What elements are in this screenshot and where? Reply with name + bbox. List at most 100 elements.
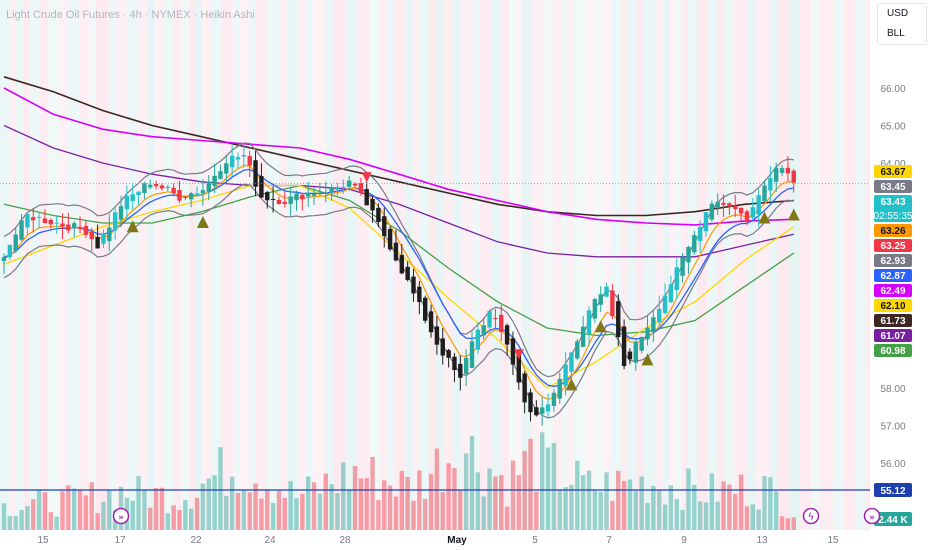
candle xyxy=(692,230,697,255)
candle xyxy=(306,182,311,207)
currency-label[interactable]: USD xyxy=(887,8,909,19)
candle xyxy=(317,182,323,196)
volume-bar xyxy=(241,490,247,530)
volume-bar xyxy=(534,491,539,530)
candle xyxy=(54,216,59,234)
volume-bar xyxy=(762,476,767,530)
event-icon-right[interactable]: » xyxy=(863,507,881,525)
candle xyxy=(475,322,481,355)
candle xyxy=(112,207,118,240)
session-stripe xyxy=(68,0,79,530)
session-stripe xyxy=(811,0,820,530)
volume-bar xyxy=(288,481,293,530)
candle xyxy=(364,181,369,206)
candle xyxy=(118,195,124,228)
candle xyxy=(189,191,194,208)
volume-bar xyxy=(557,489,562,530)
volume-bar xyxy=(282,497,287,530)
candle xyxy=(499,305,504,342)
volume-bar xyxy=(768,477,773,530)
volume-badge xyxy=(874,512,912,526)
ma-line xyxy=(3,76,794,217)
currency-unit-menu[interactable]: USD BLL xyxy=(877,3,927,45)
candle xyxy=(341,179,346,194)
volume-bar xyxy=(83,495,89,530)
session-stripe xyxy=(181,0,189,530)
session-stripe xyxy=(325,0,333,530)
session-stripe xyxy=(833,0,844,530)
volume-bar xyxy=(370,456,375,530)
volume-bar xyxy=(721,481,726,530)
volume-bar xyxy=(627,479,633,530)
volume-bar xyxy=(48,512,53,530)
volume-bar xyxy=(200,483,206,530)
candle xyxy=(72,220,77,238)
candle xyxy=(411,269,416,302)
session-stripe xyxy=(379,0,387,530)
y-tick-label: 64.00 xyxy=(880,159,905,170)
volume-bar xyxy=(405,476,410,530)
volume-bar xyxy=(697,501,703,530)
session-stripe xyxy=(621,0,627,530)
candle xyxy=(300,193,305,211)
candle xyxy=(60,213,65,239)
volume-bar xyxy=(774,491,779,530)
candle xyxy=(528,388,533,422)
volume-bar xyxy=(352,466,358,530)
volume-bar xyxy=(329,484,334,530)
dividend-lightning-icon[interactable]: ϟ xyxy=(802,507,820,525)
candle xyxy=(229,145,235,177)
candle xyxy=(733,194,738,217)
candle xyxy=(510,331,516,376)
candle xyxy=(253,150,258,196)
volume-bar xyxy=(159,487,165,530)
session-stripe xyxy=(137,0,148,530)
volume-bar xyxy=(31,499,36,530)
volume-bar xyxy=(446,463,451,530)
session-stripe xyxy=(233,0,240,530)
volume-bar xyxy=(686,468,691,530)
session-stripe xyxy=(394,0,405,530)
volume-bar xyxy=(592,490,598,530)
svg-text:63.67: 63.67 xyxy=(880,167,905,178)
volume-histogram xyxy=(1,432,796,530)
session-stripe xyxy=(491,0,502,530)
volume-bar xyxy=(177,509,182,530)
candle xyxy=(668,275,674,303)
session-stripe xyxy=(306,0,314,530)
unit-label[interactable]: BLL xyxy=(887,28,905,39)
ma-line xyxy=(3,124,794,258)
volume-bar xyxy=(259,498,264,530)
volume-bar xyxy=(25,506,30,530)
svg-text:62.49: 62.49 xyxy=(880,286,905,297)
volume-bar xyxy=(580,475,586,530)
volume-bar xyxy=(428,474,434,530)
session-stripe xyxy=(747,0,756,530)
volume-bar xyxy=(1,503,7,530)
session-stripe xyxy=(454,0,461,530)
candle xyxy=(36,212,42,229)
session-stripe xyxy=(778,0,790,530)
candle xyxy=(575,338,580,361)
volume-bar xyxy=(189,508,194,530)
session-stripe xyxy=(9,0,15,530)
svg-text:63.26: 63.26 xyxy=(880,226,905,237)
svg-text:61.73: 61.73 xyxy=(880,316,905,327)
volume-bar xyxy=(493,476,498,530)
x-tick-label: 9 xyxy=(681,535,687,546)
candle xyxy=(545,393,551,417)
event-icon-left[interactable]: » xyxy=(112,507,130,525)
price-badge: 63.67 xyxy=(874,165,912,178)
time-axis[interactable]: 15 17 22 24 28 May 5 7 9 13 15 xyxy=(37,535,839,546)
session-stripe xyxy=(769,0,778,530)
session-stripe xyxy=(697,0,707,530)
candle xyxy=(294,190,299,211)
candle xyxy=(136,191,141,206)
session-stripe xyxy=(627,0,636,530)
candle xyxy=(703,211,709,237)
candle xyxy=(206,175,211,201)
volume-bar xyxy=(668,485,674,530)
candle xyxy=(651,311,656,342)
volume-bar xyxy=(36,490,42,530)
